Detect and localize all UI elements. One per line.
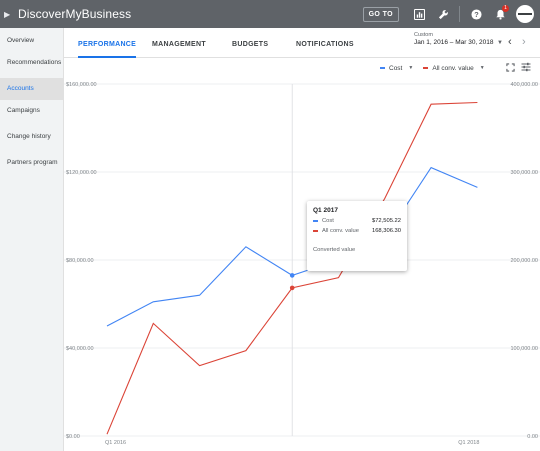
tooltip-row-value: 168,306.30 [371,228,401,234]
top-bar: ▶ DiscoverMyBusiness GO TO ? 1 [0,0,540,28]
cost-swatch [313,220,318,222]
metric-selectors: Cost ▼ All conv. value ▼ [380,61,495,75]
main-content: PERFORMANCE MANAGEMENT BUDGETS NOTIFICAT… [64,28,540,451]
left-axis-tick-label: $120,000.00 [66,170,97,176]
left-axis-tick-label: $80,000.00 [66,258,94,264]
tooltip-row-value: $72,505.22 [371,218,401,224]
right-axis-tick-label: 200,000.00 [510,258,538,264]
sidebar-item-campaigns[interactable]: Campaigns [7,107,40,114]
top-bar-actions: GO TO ? 1 [362,0,534,28]
metric-selector-cost[interactable]: Cost ▼ [380,65,413,72]
tab-notifications[interactable]: NOTIFICATIONS [296,41,354,48]
right-axis-tick-label: 100,000.00 [510,346,538,352]
expand-chart-icon[interactable] [503,60,517,74]
left-axis-tick-label: $40,000.00 [66,346,94,352]
tooltip-footer: Converted value [313,247,356,253]
sidebar-item-partners-program[interactable]: Partners program [7,159,58,166]
cost-series-swatch [380,67,385,69]
chart-tools [501,60,533,74]
chart-tooltip: Q1 2017 Cost $72,505.22 All conv. value … [307,201,407,271]
date-range-selector[interactable]: Custom Jan 1, 2016 – Mar 30, 2018 [414,32,494,46]
help-icon[interactable]: ? [467,5,485,23]
tooltip-title: Q1 2017 [313,207,338,214]
conv-value-series-swatch [423,67,429,69]
date-range-dropdown-icon[interactable]: ▼ [497,40,503,46]
chevron-down-icon: ▼ [479,65,485,71]
toolbar-divider [459,6,460,22]
tools-wrench-icon[interactable] [434,5,452,23]
sidebar-item-overview[interactable]: Overview [7,37,35,44]
previous-period-icon[interactable]: ‹ [508,36,512,48]
metric-label: Cost [389,64,403,72]
reports-icon[interactable] [410,5,428,23]
sidebar: Overview Recommendations Accounts Campai… [0,28,64,451]
performance-chart[interactable]: $0.00 0.00 $40,000.00 100,000.00 $80,000.00 2… [64,76,540,451]
sidebar-item-recommendations[interactable]: Recommendations [7,59,62,66]
tab-management[interactable]: MANAGEMENT [152,41,206,48]
date-range-value: Jan 1, 2016 – Mar 30, 2018 [414,39,494,46]
goto-button[interactable]: GO TO [362,6,399,22]
chart-axes: $0.00 0.00 $40,000.00 100,000.00 $80,000.00 2… [66,82,538,446]
chevron-down-icon: ▼ [408,65,414,71]
right-axis-tick-label: 400,000.00 [510,82,538,88]
app-title: DiscoverMyBusiness [18,7,132,21]
left-axis-tick-label: $160,000.00 [66,82,97,88]
chart-series [106,101,478,435]
conv-value-swatch [313,230,318,232]
right-axis-tick-label: 0.00 [527,434,538,440]
metric-selector-conv-value[interactable]: All conv. value ▼ [423,64,485,72]
sidebar-item-accounts[interactable]: Accounts [0,78,63,100]
adjust-chart-icon[interactable] [519,60,533,74]
menu-toggle-icon[interactable]: ▶ [4,9,11,19]
svg-text:?: ? [474,9,479,18]
tooltip-row-label: All conv. value [322,228,359,234]
x-axis-end-label: Q1 2018 [458,440,479,446]
tooltip-row-label: Cost [322,218,334,224]
right-axis-tick-label: 300,000.00 [510,170,538,176]
tab-performance[interactable]: PERFORMANCE [78,28,137,58]
chart-grid [64,83,540,437]
left-axis-tick-label: $0.00 [66,434,80,440]
tooltip-row-cost: Cost $72,505.22 [313,218,401,224]
metric-label: All conv. value [432,64,474,72]
next-period-icon[interactable]: › [522,36,526,48]
date-range-type: Custom [414,32,433,38]
account-avatar[interactable] [516,5,534,23]
x-axis-start-label: Q1 2016 [105,440,126,446]
notification-count-badge: 1 [502,5,509,12]
tab-budgets[interactable]: BUDGETS [232,41,269,48]
tooltip-row-conv-value: All conv. value 168,306.30 [313,228,401,234]
conv-value-highlight-point [289,285,295,291]
notifications-bell-icon[interactable]: 1 [491,5,509,23]
sidebar-item-change-history[interactable]: Change history [7,133,51,140]
tab-bar: PERFORMANCE MANAGEMENT BUDGETS NOTIFICAT… [64,28,540,58]
cost-highlight-point [289,273,295,278]
